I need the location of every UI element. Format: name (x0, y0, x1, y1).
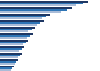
Bar (0, 56, 18, 58)
Bar (0, 22, 40, 24)
Bar (0, 9, 67, 11)
Bar (0, 3, 83, 4)
Bar (0, 35, 30, 37)
Bar (0, 11, 61, 13)
Bar (0, 7, 72, 9)
Bar (0, 33, 33, 35)
Bar (0, 29, 32, 30)
Bar (0, 16, 46, 17)
Bar (0, 1, 88, 3)
Bar (0, 48, 22, 50)
Bar (0, 17, 42, 19)
Bar (0, 43, 23, 45)
Bar (0, 53, 22, 55)
Bar (0, 37, 27, 39)
Bar (0, 30, 28, 32)
Bar (0, 61, 16, 63)
Bar (0, 59, 18, 61)
Bar (0, 14, 50, 16)
Bar (0, 27, 35, 29)
Bar (0, 20, 44, 22)
Bar (0, 66, 14, 67)
Bar (0, 67, 12, 69)
Bar (0, 24, 37, 26)
Bar (0, 4, 76, 6)
Bar (0, 55, 20, 56)
Bar (0, 63, 15, 65)
Bar (0, 50, 19, 52)
Bar (0, 69, 11, 71)
Bar (0, 46, 24, 48)
Bar (0, 42, 26, 43)
Bar (0, 40, 28, 42)
